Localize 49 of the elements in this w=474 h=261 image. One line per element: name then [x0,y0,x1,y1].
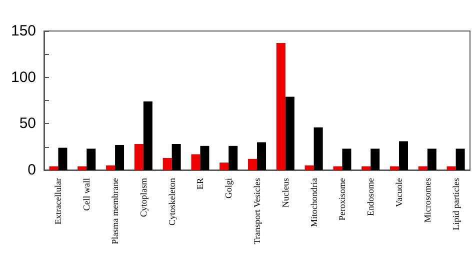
x-tick-label: Extracellular [53,178,64,224]
bar [446,166,456,170]
bar [390,166,400,170]
x-tick-label: Plasma membrane [110,178,120,244]
y-tick-label: 100 [10,68,36,86]
bar [106,165,116,170]
bar [172,144,181,170]
bar [200,146,210,170]
x-tick-label: Endosome [366,178,376,216]
y-tick-label: 50 [19,115,36,132]
bar [228,146,238,170]
x-tick-label: Nucleus [280,178,290,208]
bar [418,166,428,170]
bar [314,127,323,170]
bar [86,148,96,170]
bar [333,166,342,170]
y-tick-label: 0 [28,162,36,178]
x-tick-label: Cell wall [82,178,92,211]
bar [220,162,229,170]
x-tick-label: Transport Vesicles [252,178,262,244]
bar [78,166,87,170]
bar [276,43,286,170]
bar [248,158,258,170]
bar [362,166,371,170]
bar [342,148,352,170]
bar [257,142,266,170]
x-tick-label: Microsomes [422,178,432,222]
bar [456,148,465,170]
bar [427,148,436,170]
y-tick-label: 150 [10,22,36,40]
bar [115,144,124,170]
bar [191,154,200,170]
bar [285,96,294,170]
bar [134,144,144,170]
bar [162,158,172,170]
x-tick-label: ER [195,178,206,190]
bar [58,148,68,170]
x-tick-label: Peroxisome [337,178,348,220]
bar [370,148,380,170]
x-tick-label: Lipid particles [450,178,461,230]
x-tick-label: Cytoplasm [138,178,148,218]
bar [399,141,408,170]
bar [143,101,152,170]
x-tick-label: Vacuole [394,178,404,207]
bar [49,166,58,170]
x-tick-label: Mitochondria [308,178,319,227]
bar [304,165,314,170]
x-tick-label: Golgi [224,178,234,199]
x-tick-label: Cytoskeleton [166,178,177,226]
